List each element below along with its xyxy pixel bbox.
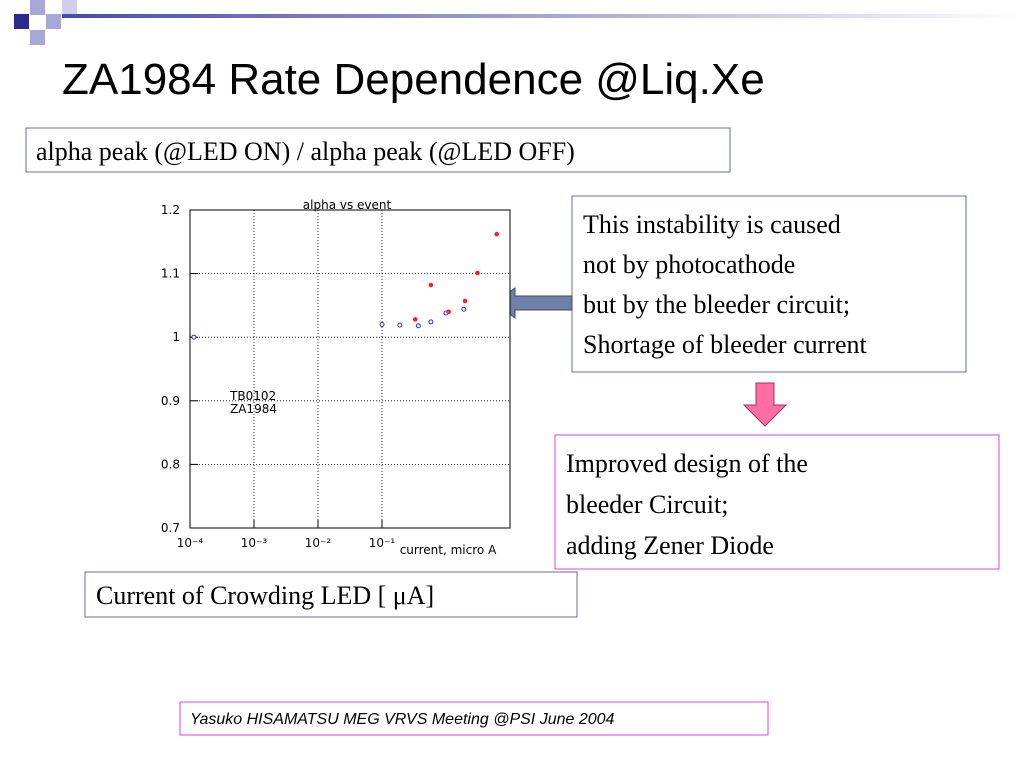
legend-entry: TB0102 (229, 389, 276, 403)
footer-text: Yasuko HISAMATSU MEG VRVS Meeting @PSI J… (190, 711, 615, 728)
data-point (461, 306, 467, 312)
data-point (446, 309, 451, 315)
left-arrow (494, 287, 573, 319)
note-line: but by the bleeder circuit; (583, 290, 850, 319)
chart-title: alpha vs event (303, 198, 392, 212)
data-point (494, 231, 500, 237)
x-tick-label: 10⁻³ (241, 536, 268, 550)
footer-box (179, 701, 769, 736)
note-line: Shortage of bleeder current (583, 330, 867, 359)
note-line: This instability is caused (583, 210, 841, 239)
y-tick-label: 0.8 (161, 457, 180, 471)
data-point (379, 321, 385, 327)
result-lines: Improved design of the bleeder Circuit; ad… (566, 449, 808, 560)
x-caption-box (84, 571, 578, 618)
x-tick-label: 10⁻² (305, 536, 332, 550)
note-box (571, 195, 967, 373)
data-point (428, 319, 434, 325)
data-point (397, 322, 403, 328)
data-point (462, 298, 468, 304)
result-line: bleeder Circuit; (566, 490, 728, 519)
data-point (412, 317, 418, 322)
result-line: adding Zener Diode (566, 531, 774, 560)
note-line: not by photocathode (583, 250, 795, 279)
slide-title: ZA1984 Rate Dependence @Liq.Xe (62, 55, 765, 104)
x-axis-label: current, micro A (400, 543, 497, 557)
down-arrow (742, 382, 788, 427)
y-tick-label: 0.9 (161, 394, 180, 408)
subtitle-box (25, 127, 731, 173)
plot-area (189, 209, 511, 529)
data-point (428, 282, 434, 288)
y-tick-label: 1 (172, 330, 180, 344)
x-tick-label: 10⁻¹ (369, 536, 396, 550)
y-tick-label: 1.1 (161, 267, 180, 281)
data-point (191, 334, 197, 340)
y-tick-label: 0.7 (161, 521, 180, 535)
data-point (415, 323, 421, 329)
note-lines: This instability is caused not by photoca… (583, 210, 867, 359)
decoration (14, 0, 1024, 45)
x-tick-label: 10⁻⁴ (177, 536, 204, 550)
result-line: Improved design of the (566, 449, 808, 478)
data-point (475, 270, 480, 276)
chart: 0.7 0.8 0.9 1 1.1 1.2 10⁻⁴ 10⁻³ 10⁻² 10⁻¹ alpha vs… (161, 198, 511, 557)
y-tick-label: 1.2 (161, 203, 180, 217)
legend-entry: ZA1984 (230, 402, 277, 416)
subtitle-text: alpha peak (@LED ON) / alpha peak (@LED … (36, 137, 575, 166)
x-caption-text: Current of Crowding LED [ μA] (96, 581, 434, 610)
result-box (554, 434, 1000, 570)
